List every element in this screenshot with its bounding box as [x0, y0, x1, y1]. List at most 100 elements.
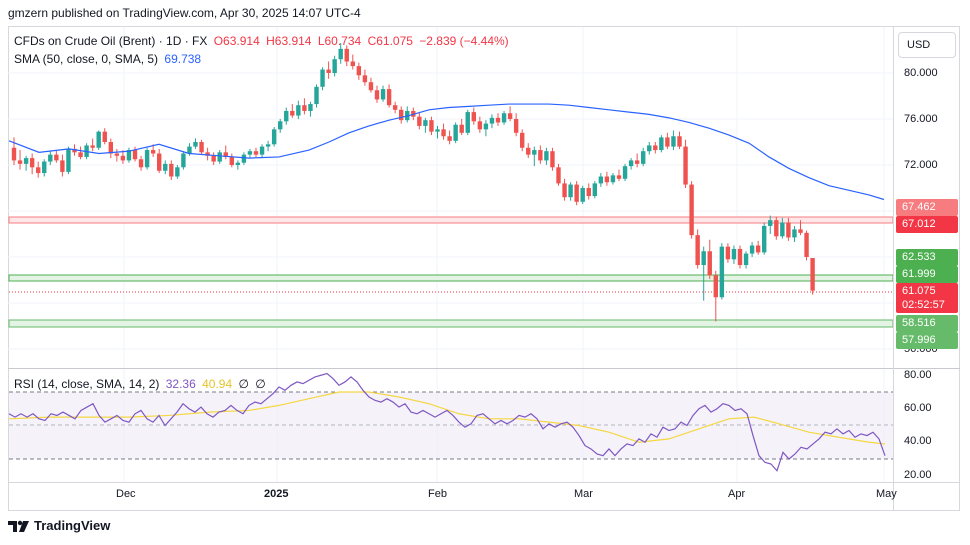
- candle-body: [677, 136, 682, 147]
- candle-body: [392, 105, 398, 110]
- sma-line: [8, 103, 885, 201]
- candle-body: [653, 145, 658, 151]
- support-line-zone: [8, 274, 894, 282]
- candle-body: [126, 150, 132, 161]
- candle-body: [695, 235, 700, 266]
- candle-body: [749, 245, 755, 254]
- candle-body: [532, 150, 537, 155]
- candle-body: [54, 154, 59, 161]
- candle-body: [205, 152, 210, 156]
- symbol-title: CFDs on Crude Oil (Brent) · 1D · FX: [14, 34, 208, 48]
- candle-body: [465, 112, 470, 133]
- candle-body: [187, 146, 192, 154]
- candle-body: [556, 167, 561, 184]
- candle-body: [90, 145, 95, 148]
- candle-body: [550, 151, 555, 168]
- candle-body: [138, 159, 144, 168]
- candle-body: [435, 129, 440, 132]
- candle-body: [441, 129, 446, 137]
- candle-body: [580, 188, 585, 202]
- candle-body: [48, 154, 53, 162]
- price-axis-separator: [893, 26, 894, 511]
- resistance-bottom-tag: 67.012: [896, 216, 958, 233]
- rsi-tick: 20.00: [904, 469, 932, 481]
- candle-body: [610, 175, 616, 183]
- candle-body: [362, 75, 368, 83]
- candle-body: [647, 145, 652, 152]
- rsi-extra-1: ∅: [238, 377, 249, 391]
- candle-body: [193, 142, 198, 147]
- rsi-tick: 80.00: [904, 369, 932, 381]
- candle-body: [731, 248, 737, 260]
- candle-body: [211, 155, 216, 162]
- candle-body: [374, 90, 380, 100]
- currency-button[interactable]: USD: [898, 32, 956, 58]
- candle-body: [453, 124, 458, 141]
- candle-body: [417, 116, 422, 126]
- candle-body: [380, 89, 386, 100]
- candle-body: [96, 131, 101, 148]
- candle-body: [792, 229, 797, 238]
- candle-body: [175, 167, 180, 177]
- symbol-legend[interactable]: CFDs on Crude Oil (Brent) · 1D · FX O63.…: [14, 34, 512, 48]
- green-line-bottom-tag: 61.999: [896, 266, 958, 283]
- candle-body: [798, 229, 803, 233]
- candle-body: [259, 146, 265, 155]
- candle-body: [628, 160, 634, 167]
- candle-body: [483, 123, 489, 130]
- candle-body: [66, 148, 71, 172]
- candle-body: [459, 124, 464, 133]
- candle-body: [725, 246, 731, 260]
- sma-legend[interactable]: SMA (50, close, 0, SMA, 5) 69.738: [14, 52, 204, 66]
- candle-body: [598, 176, 604, 184]
- publisher-line: gmzern published on TradingView.com, Apr…: [8, 6, 361, 20]
- close-value: C61.075: [367, 34, 413, 48]
- candle-body: [344, 48, 349, 62]
- candle-body: [592, 183, 597, 197]
- candle-body: [163, 163, 168, 171]
- candle-body: [157, 153, 162, 171]
- chart-frame: [8, 26, 960, 511]
- low-value: L60.734: [317, 34, 362, 48]
- pane-separator[interactable]: [8, 368, 960, 369]
- rsi-legend[interactable]: RSI (14, close, SMA, 14, 2) 32.36 40.94 …: [14, 377, 269, 391]
- current-price-tag: 61.075 02:52:57: [896, 283, 958, 313]
- candle-body: [399, 109, 404, 121]
- candle-body: [72, 148, 77, 153]
- resistance-top-tag: 67.462: [896, 199, 958, 216]
- candle-body: [265, 144, 271, 147]
- candle-body: [42, 161, 47, 174]
- candle-body: [707, 251, 712, 276]
- candle-body: [235, 162, 241, 165]
- candle-body: [574, 184, 579, 202]
- candle-body: [683, 146, 688, 185]
- candle-body: [671, 136, 676, 147]
- candle-body: [169, 163, 174, 177]
- candle-body: [314, 86, 319, 105]
- candle-body: [507, 113, 513, 119]
- candle-body: [17, 160, 23, 164]
- rsi-tick: 40.00: [904, 435, 932, 447]
- candle-body: [241, 154, 247, 163]
- candle-body: [538, 150, 543, 161]
- candle-body: [544, 151, 549, 161]
- candles: [11, 43, 815, 322]
- candle-body: [36, 167, 41, 174]
- support-zone-low: [8, 319, 894, 328]
- candle-body: [60, 160, 65, 172]
- green-line-top-tag: 62.533: [896, 249, 958, 266]
- time-label: Feb: [428, 488, 447, 500]
- price-tick: 80.000: [904, 67, 938, 79]
- candle-body: [271, 129, 277, 145]
- time-label: Dec: [116, 488, 136, 500]
- candle-body: [501, 113, 507, 123]
- candle-body: [108, 142, 113, 154]
- time-label: May: [876, 488, 897, 500]
- candle-body: [743, 253, 749, 266]
- price-tick: 76.000: [904, 113, 938, 125]
- tradingview-logo[interactable]: TradingView: [8, 518, 110, 533]
- candle-body: [247, 151, 253, 155]
- candle-body: [755, 245, 761, 253]
- candle-body: [616, 175, 622, 179]
